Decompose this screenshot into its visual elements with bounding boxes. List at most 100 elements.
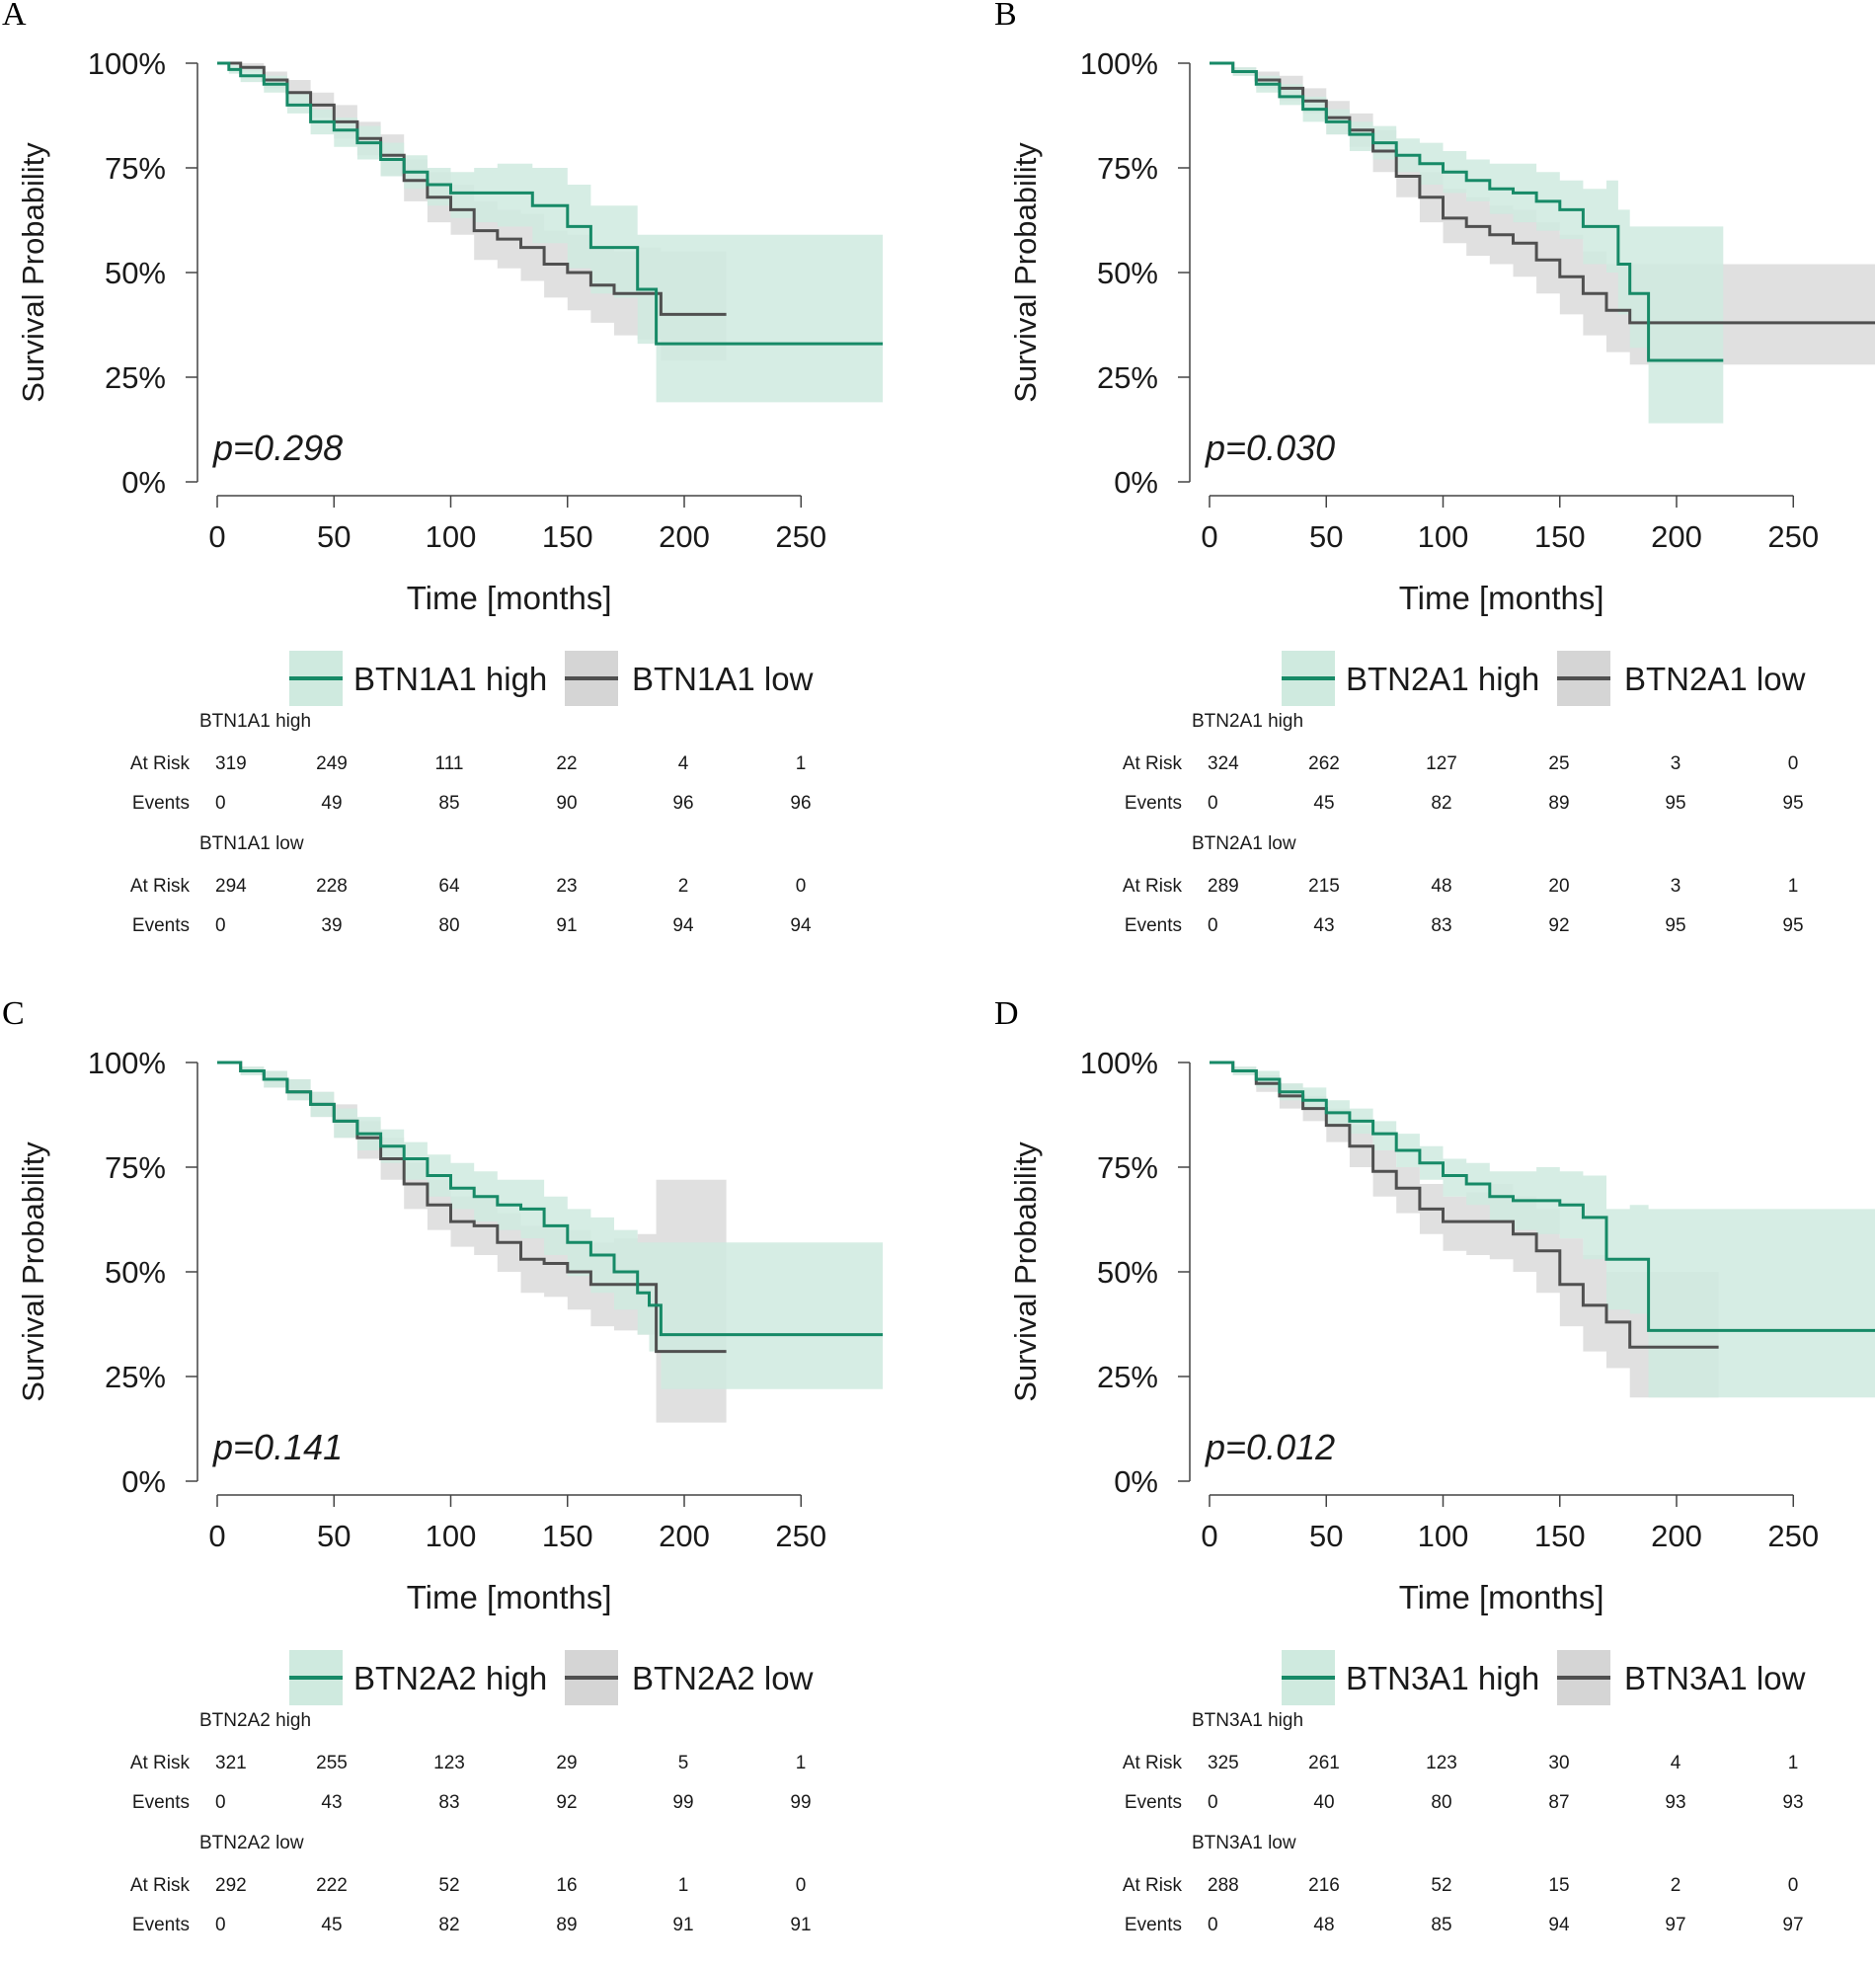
x-tick-label: 100 bbox=[426, 519, 477, 554]
x-tick-label: 150 bbox=[542, 1519, 593, 1553]
y-axis-label: Survival Probability bbox=[1008, 142, 1043, 403]
risk-row-label: Events bbox=[132, 1915, 190, 1935]
risk-cell: 91 bbox=[556, 915, 577, 936]
risk-cell: 1 bbox=[1788, 876, 1799, 897]
legend-label-high: BTN2A1 high bbox=[1346, 661, 1539, 697]
x-tick-label: 250 bbox=[775, 519, 826, 554]
risk-row-label: Events bbox=[132, 793, 190, 814]
risk-cell: 99 bbox=[790, 1792, 811, 1813]
risk-row-high-at-risk: At Risk 321 255 123 29 5 1 bbox=[130, 1753, 806, 1773]
risk-table: BTN2A1 high At Risk 324 262 127 25 3 0 Events 0 45… bbox=[1123, 711, 1804, 936]
risk-cell: 0 bbox=[215, 1915, 226, 1935]
y-tick-label: 25% bbox=[105, 1360, 166, 1394]
panel-d: D 0% 25% 50% 75% 100% Survival Probability 0 50… bbox=[992, 997, 1876, 1967]
x-tick-label: 250 bbox=[1767, 1519, 1819, 1553]
survival-curve-low bbox=[1210, 61, 1875, 325]
x-tick-label: 0 bbox=[1201, 1519, 1217, 1553]
x-tick-label: 150 bbox=[1534, 519, 1586, 554]
panel-c: C 0% 25% 50% 75% 100% Survival Probability 0 50… bbox=[0, 997, 938, 1967]
y-tick-label: 0% bbox=[1114, 1464, 1158, 1499]
risk-group-title-low: BTN2A2 low bbox=[199, 1833, 304, 1853]
legend-label-low: BTN2A1 low bbox=[1624, 661, 1806, 697]
risk-cell: 292 bbox=[215, 1875, 247, 1896]
y-axis-label: Survival Probability bbox=[16, 142, 50, 403]
risk-cell: 215 bbox=[1308, 876, 1340, 897]
p-value: p=0.298 bbox=[212, 428, 343, 468]
y-tick-label: 0% bbox=[1114, 465, 1158, 500]
risk-cell: 262 bbox=[1308, 753, 1340, 774]
y-tick-label: 50% bbox=[1097, 1255, 1158, 1290]
risk-cell: 0 bbox=[1208, 793, 1218, 814]
x-tick-label: 150 bbox=[1534, 1519, 1586, 1553]
risk-cell: 255 bbox=[316, 1753, 348, 1773]
risk-cell: 83 bbox=[1431, 915, 1451, 936]
ci-band-high bbox=[217, 63, 883, 403]
risk-row-low-at-risk: At Risk 292 222 52 16 1 0 bbox=[130, 1875, 806, 1896]
x-tick-label: 50 bbox=[1309, 1519, 1343, 1553]
y-tick-label: 50% bbox=[105, 1255, 166, 1290]
risk-cell: 261 bbox=[1308, 1753, 1340, 1773]
y-tick-label: 75% bbox=[105, 1150, 166, 1185]
risk-cell: 89 bbox=[1548, 793, 1569, 814]
risk-cell: 91 bbox=[790, 1915, 811, 1935]
risk-cell: 0 bbox=[796, 876, 807, 897]
risk-cell: 0 bbox=[1788, 753, 1799, 774]
risk-cell: 4 bbox=[678, 753, 689, 774]
y-tick-label: 100% bbox=[1080, 46, 1158, 81]
x-tick-label: 200 bbox=[1651, 1519, 1702, 1553]
x-axis-label: Time [months] bbox=[407, 580, 612, 616]
risk-row-low-events: Events 0 45 82 89 91 91 bbox=[132, 1915, 812, 1935]
risk-cell: 93 bbox=[1665, 1792, 1685, 1813]
y-tick-label: 100% bbox=[88, 1046, 166, 1080]
x-tick-label: 200 bbox=[659, 1519, 710, 1553]
risk-cell: 85 bbox=[438, 793, 459, 814]
risk-row-low-at-risk: At Risk 294 228 64 23 2 0 bbox=[130, 876, 806, 897]
y-tick-label: 100% bbox=[88, 46, 166, 81]
risk-row-label: At Risk bbox=[130, 1875, 191, 1896]
risk-row-label: Events bbox=[1125, 1792, 1182, 1813]
risk-cell: 87 bbox=[1548, 1792, 1569, 1813]
risk-cell: 52 bbox=[438, 1875, 459, 1896]
x-tick-label: 100 bbox=[426, 1519, 477, 1553]
survival-curve-high bbox=[1210, 61, 1724, 362]
x-tick-label: 200 bbox=[659, 519, 710, 554]
risk-cell: 22 bbox=[556, 753, 577, 774]
survival-curve-high bbox=[1210, 1061, 1875, 1332]
risk-cell: 90 bbox=[556, 793, 577, 814]
risk-cell: 0 bbox=[796, 1875, 807, 1896]
risk-cell: 0 bbox=[215, 915, 226, 936]
risk-cell: 96 bbox=[790, 793, 811, 814]
risk-cell: 3 bbox=[1671, 753, 1681, 774]
risk-cell: 30 bbox=[1548, 1753, 1569, 1773]
risk-cell: 2 bbox=[1671, 1875, 1681, 1896]
ci-band-high bbox=[1210, 63, 1724, 424]
legend-label-low: BTN1A1 low bbox=[632, 661, 814, 697]
risk-group-title-low: BTN3A1 low bbox=[1192, 1833, 1296, 1853]
risk-cell: 4 bbox=[1671, 1753, 1681, 1773]
risk-cell: 93 bbox=[1782, 1792, 1803, 1813]
risk-row-low-events: Events 0 48 85 94 97 97 bbox=[1125, 1915, 1804, 1935]
x-tick-label: 0 bbox=[1201, 519, 1217, 554]
legend-label-high: BTN1A1 high bbox=[353, 661, 547, 697]
x-tick-label: 200 bbox=[1651, 519, 1702, 554]
risk-group-title-low: BTN2A1 low bbox=[1192, 833, 1296, 854]
risk-cell: 5 bbox=[678, 1753, 689, 1773]
y-tick-label: 50% bbox=[105, 256, 166, 290]
risk-cell: 0 bbox=[1208, 1792, 1218, 1813]
risk-row-low-at-risk: At Risk 288 216 52 15 2 0 bbox=[1123, 1875, 1798, 1896]
risk-cell: 52 bbox=[1431, 1875, 1451, 1896]
risk-row-label: At Risk bbox=[1123, 1753, 1183, 1773]
y-axis-label: Survival Probability bbox=[1008, 1141, 1043, 1402]
risk-row-low-at-risk: At Risk 289 215 48 20 3 1 bbox=[1123, 876, 1798, 897]
risk-cell: 97 bbox=[1782, 1915, 1803, 1935]
risk-cell: 324 bbox=[1208, 753, 1239, 774]
survival-curve-low bbox=[1210, 1061, 1719, 1349]
risk-cell: 216 bbox=[1308, 1875, 1340, 1896]
risk-group-title-high: BTN1A1 high bbox=[199, 711, 311, 732]
risk-cell: 45 bbox=[1313, 793, 1334, 814]
risk-cell: 94 bbox=[790, 915, 812, 936]
risk-cell: 1 bbox=[1788, 1753, 1799, 1773]
risk-cell: 82 bbox=[438, 1915, 459, 1935]
